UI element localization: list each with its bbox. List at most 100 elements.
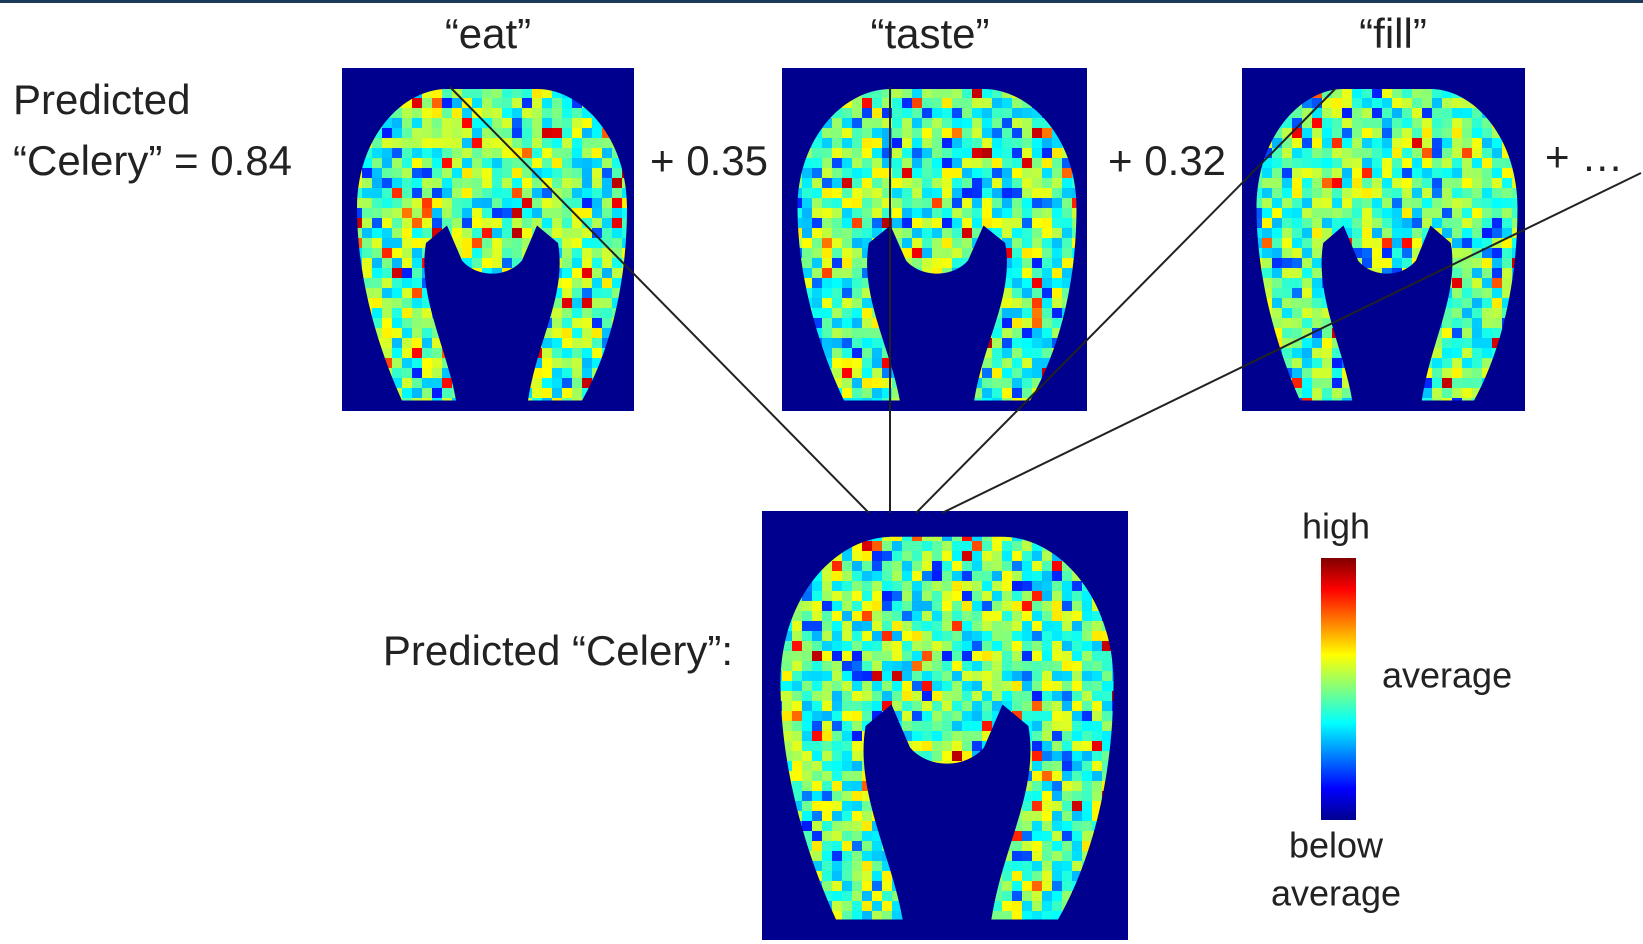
voxel — [412, 258, 422, 268]
voxel — [1322, 338, 1332, 348]
voxel — [1472, 208, 1482, 218]
voxel — [882, 571, 892, 581]
voxel — [942, 248, 952, 258]
voxel — [942, 571, 952, 581]
voxel — [1352, 168, 1362, 178]
voxel — [942, 711, 952, 721]
voxel — [822, 681, 832, 691]
voxel — [562, 168, 572, 178]
voxel — [832, 258, 842, 268]
voxel — [412, 98, 422, 108]
voxel — [802, 228, 812, 238]
voxel — [1022, 348, 1032, 358]
voxel — [1402, 218, 1412, 228]
voxel — [532, 128, 542, 138]
voxel — [1052, 881, 1062, 891]
voxel — [532, 378, 542, 388]
voxel — [1352, 178, 1362, 188]
voxel — [1022, 218, 1032, 228]
voxel — [472, 148, 482, 158]
voxel — [602, 278, 612, 288]
voxel — [1042, 631, 1052, 641]
voxel — [1042, 841, 1052, 851]
voxel — [1452, 108, 1462, 118]
voxel — [522, 118, 532, 128]
voxel — [1262, 248, 1272, 258]
voxel — [992, 641, 1002, 651]
voxel — [952, 248, 962, 258]
voxel — [1032, 348, 1042, 358]
voxel — [1062, 611, 1072, 621]
voxel — [962, 651, 972, 661]
voxel — [1392, 168, 1402, 178]
voxel — [1052, 771, 1062, 781]
voxel — [1012, 601, 1022, 611]
voxel — [1302, 278, 1312, 288]
voxel — [852, 248, 862, 258]
voxel — [452, 188, 462, 198]
voxel — [1472, 348, 1482, 358]
voxel — [1042, 138, 1052, 148]
voxel — [812, 671, 822, 681]
voxel — [862, 811, 872, 821]
voxel — [412, 268, 422, 278]
voxel — [572, 318, 582, 328]
voxel — [832, 681, 842, 691]
voxel — [802, 218, 812, 228]
voxel — [1052, 801, 1062, 811]
voxel — [1392, 178, 1402, 188]
voxel — [432, 208, 442, 218]
voxel — [1002, 621, 1012, 631]
voxel — [422, 168, 432, 178]
voxel — [912, 228, 922, 238]
voxel — [1102, 711, 1112, 721]
voxel — [962, 178, 972, 188]
voxel — [1462, 338, 1472, 348]
voxel — [1452, 208, 1462, 218]
voxel — [972, 108, 982, 118]
voxel — [402, 228, 412, 238]
voxel — [492, 198, 502, 208]
voxel — [1012, 158, 1022, 168]
voxel — [1372, 238, 1382, 248]
voxel — [912, 551, 922, 561]
voxel — [802, 168, 812, 178]
voxel — [792, 701, 802, 711]
voxel — [1282, 158, 1292, 168]
voxel — [1012, 308, 1022, 318]
voxel — [1402, 198, 1412, 208]
voxel — [562, 128, 572, 138]
voxel — [842, 681, 852, 691]
voxel — [802, 691, 812, 701]
voxel — [1422, 158, 1432, 168]
voxel — [1322, 328, 1332, 338]
voxel — [432, 218, 442, 228]
voxel — [482, 168, 492, 178]
voxel — [1072, 631, 1082, 641]
voxel — [842, 188, 852, 198]
voxel — [992, 338, 1002, 348]
voxel — [972, 641, 982, 651]
voxel — [382, 308, 392, 318]
voxel — [952, 88, 962, 98]
voxel — [862, 228, 872, 238]
voxel — [812, 841, 822, 851]
voxel — [542, 378, 552, 388]
voxel — [1452, 118, 1462, 128]
voxel — [1072, 691, 1082, 701]
voxel — [402, 378, 412, 388]
voxel — [1082, 641, 1092, 651]
voxel — [1022, 328, 1032, 338]
voxel — [1022, 198, 1032, 208]
voxel — [932, 258, 942, 268]
voxel — [1372, 208, 1382, 218]
voxel — [532, 148, 542, 158]
voxel — [1372, 258, 1382, 268]
voxel — [882, 681, 892, 691]
voxel — [1382, 218, 1392, 228]
voxel — [992, 621, 1002, 631]
voxel — [982, 561, 992, 571]
voxel — [1502, 268, 1512, 278]
voxel — [912, 188, 922, 198]
voxel — [852, 841, 862, 851]
